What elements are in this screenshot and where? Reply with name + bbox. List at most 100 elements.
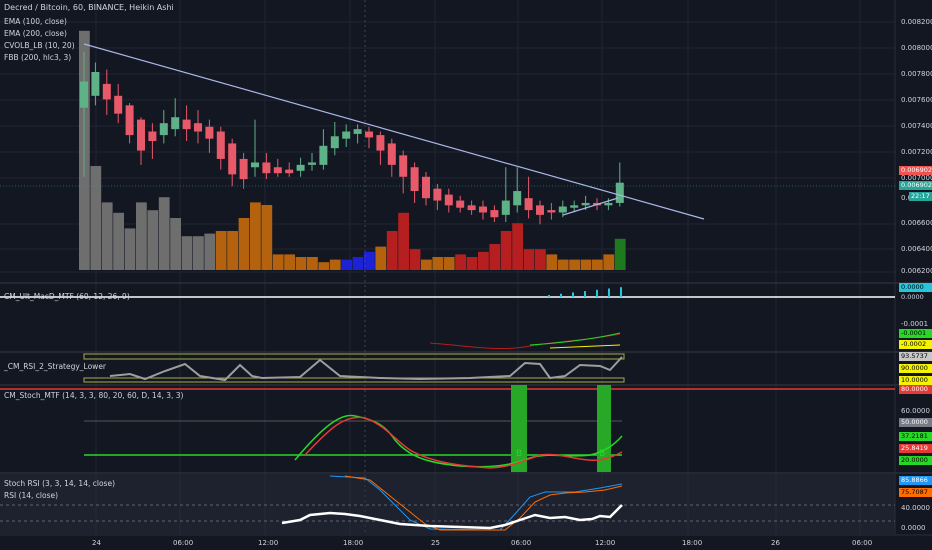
volume-bar	[250, 202, 261, 270]
price-tick: 0.007800	[901, 70, 932, 78]
volume-bar	[295, 257, 307, 270]
candle-body	[479, 206, 487, 213]
volume-bar	[101, 202, 113, 270]
volume-bar	[432, 257, 444, 270]
drawings[interactable]	[0, 0, 895, 535]
volume-bar	[307, 257, 318, 270]
volume-bar	[557, 259, 569, 270]
volume-bar	[158, 197, 170, 270]
volume-bar	[147, 210, 159, 270]
buy-signal-bar	[511, 385, 527, 472]
candle-body	[490, 210, 499, 218]
volume-bar	[409, 249, 421, 270]
volume-bar	[466, 257, 478, 270]
rsi-strategy-pane-title[interactable]: _CM_RSI_2_Strategy_Lower	[4, 362, 107, 371]
trendline-down[interactable]	[83, 43, 705, 220]
volume-bar	[580, 259, 592, 270]
stoch-mtf-tag-d: 25.8419	[899, 444, 932, 453]
volume-bar	[124, 228, 136, 270]
candle-body	[410, 167, 419, 192]
macd-histogram-bar	[596, 289, 598, 297]
candle-body	[456, 200, 465, 208]
indicator-ema-100[interactable]: EMA (100, close)	[4, 17, 67, 26]
time-label: 25	[431, 539, 440, 547]
volume-bar	[227, 231, 238, 270]
time-label: 24	[92, 539, 101, 547]
price-tag-last: 0.006902	[899, 181, 932, 190]
rsi-lower-band	[83, 377, 625, 383]
candle-body	[399, 155, 408, 177]
candle-body	[547, 210, 556, 213]
candle-body	[376, 135, 385, 151]
candle-body	[125, 105, 134, 136]
trendline-up[interactable]	[562, 197, 619, 216]
indicator-cvolb[interactable]: CVOLB_LB (10, 20)	[4, 41, 75, 50]
volume-bar	[455, 254, 466, 270]
candle-body	[604, 202, 613, 206]
indicator-ema-200[interactable]: EMA (200, close)	[4, 29, 67, 38]
stoch-rsi-pane-title[interactable]: Stoch RSI (3, 3, 14, 14, close)	[4, 479, 115, 488]
macd-pane-title[interactable]: CM_Ult_MacD_MTF (60, 12, 26, 9)	[4, 292, 130, 301]
macd-histogram-bar	[608, 288, 610, 297]
stoch-rsi-band	[0, 474, 895, 534]
price-candles[interactable]	[80, 51, 624, 225]
candle-body	[319, 145, 328, 165]
candle-body	[80, 81, 88, 108]
volume-bar	[329, 259, 341, 270]
macd-yellow-line	[549, 344, 621, 349]
volume-bar	[364, 251, 375, 270]
volume-bar	[193, 236, 204, 270]
candle-body	[251, 162, 259, 168]
candle-body	[205, 126, 214, 139]
volume-bar	[512, 223, 523, 270]
volume-bar	[90, 166, 102, 270]
macd-tag-1: 0.0000	[899, 283, 932, 292]
candle-body	[513, 191, 522, 206]
candle-body	[262, 162, 271, 174]
price-tick: 0.007000	[901, 174, 932, 182]
candle-body	[330, 136, 339, 149]
macd-histogram-bar	[620, 287, 622, 297]
macd-line	[529, 332, 621, 346]
stoch-mtf-tick: 60.0000	[901, 407, 930, 415]
candle-body	[182, 119, 191, 130]
volume-bar	[318, 262, 330, 270]
candle-body	[570, 205, 579, 208]
candle-body	[467, 205, 476, 211]
volume-bar	[352, 257, 364, 270]
stoch-d-line	[304, 416, 623, 469]
candle-body	[433, 188, 442, 201]
rsi-strategy-line	[109, 356, 623, 382]
candle-body	[216, 131, 225, 159]
volume-bar	[170, 218, 181, 270]
volume-bar	[181, 236, 193, 270]
volume-bar	[569, 259, 580, 270]
lower-panes	[0, 287, 895, 534]
macd-histogram-bar	[584, 291, 586, 297]
price-tick: 0.006200	[901, 267, 932, 275]
volume-bar	[398, 212, 409, 270]
stoch-mtf-pane-title[interactable]: CM_Stoch_MTF (14, 3, 3, 80, 20, 60, D, 1…	[4, 391, 184, 400]
rsi-upper-band	[83, 353, 625, 360]
candle-body	[228, 143, 237, 175]
volume-bar	[238, 218, 250, 270]
indicator-fbb[interactable]: FBB (200, hlc3, 3)	[4, 53, 72, 62]
stoch-rsi-d-line	[344, 475, 623, 531]
buy-marker: B	[599, 449, 606, 459]
candle-body	[387, 143, 396, 165]
volume-bar	[204, 233, 216, 270]
candle-body	[558, 206, 567, 213]
volume-bar	[614, 238, 626, 270]
volume-bar	[478, 251, 489, 270]
rsi-pane-title[interactable]: RSI (14, close)	[4, 491, 59, 500]
candle-body	[444, 194, 453, 206]
volume-bar	[272, 254, 284, 270]
stoch-rsi-tick: 0.0000	[901, 524, 926, 532]
price-tick: 0.006600	[901, 219, 932, 227]
candle-body	[102, 83, 111, 100]
rsi-strategy-tag-2: 90.0000	[899, 364, 932, 373]
price-tick: 0.008200	[901, 18, 932, 26]
candle-body	[581, 202, 590, 206]
price-tick: 0.007200	[901, 148, 932, 156]
